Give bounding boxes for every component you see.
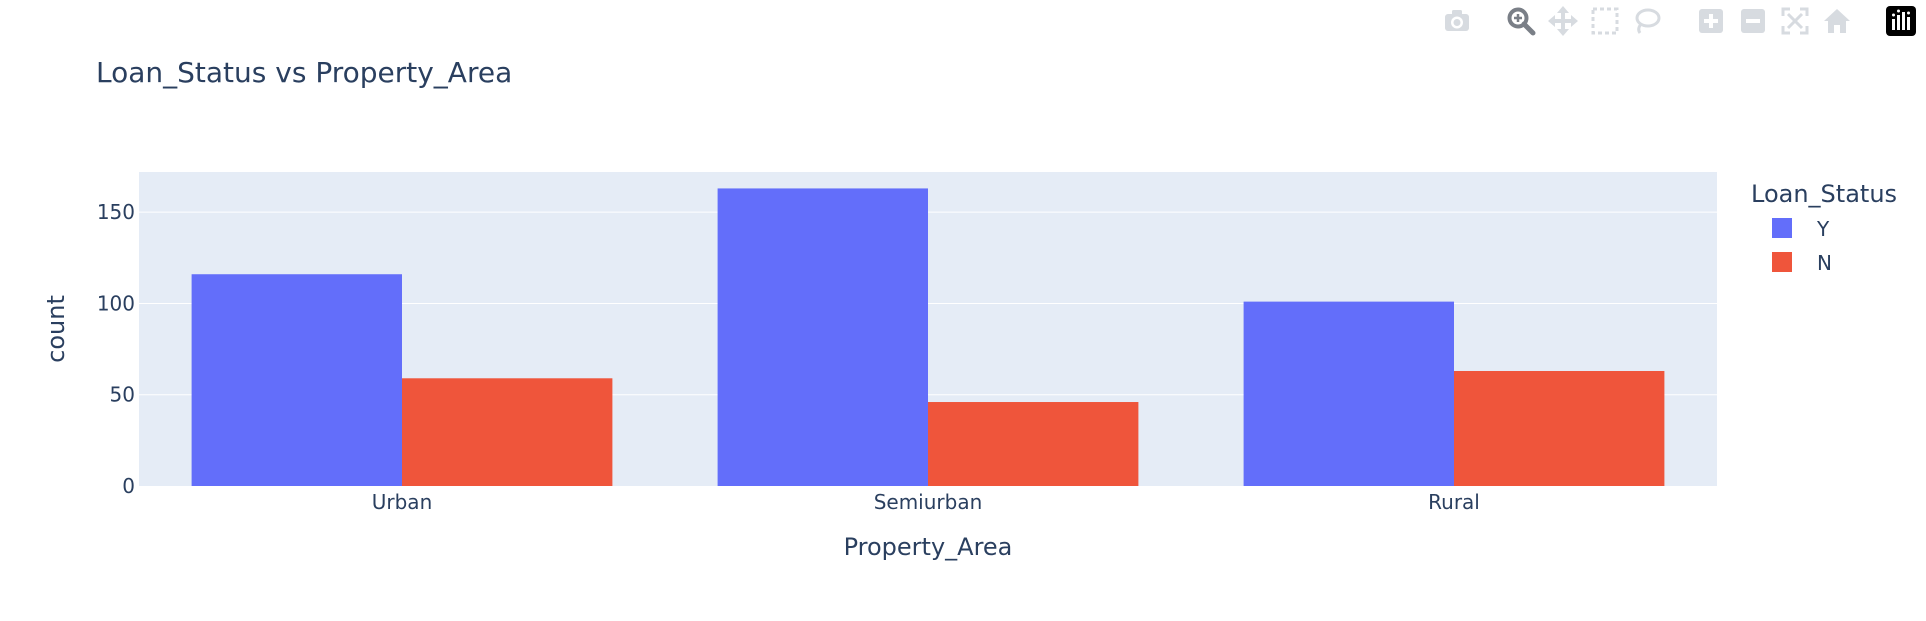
legend-label: N [1817,251,1832,275]
bars [191,188,1665,486]
bar-N-Rural[interactable] [1454,370,1665,486]
y-tick-labels: 0 50 100 150 [97,200,135,498]
x-tick-labels: Urban Semiurban Rural [372,490,1480,514]
legend-title: Loan_Status [1751,180,1897,208]
y-tick-label: 50 [110,383,135,407]
plotly-logo-icon[interactable] [1884,4,1918,38]
legend: Loan_Status YN [1751,180,1897,275]
zoom-out-icon[interactable] [1736,4,1770,38]
x-axis-title: Property_Area [844,533,1013,561]
camera-icon[interactable] [1440,4,1474,38]
bar-N-Semiurban[interactable] [928,402,1139,486]
legend-swatch [1772,218,1792,238]
y-tick-label: 150 [97,200,135,224]
zoom-in-icon[interactable] [1694,4,1728,38]
legend-items[interactable]: YN [1772,217,1832,275]
x-tick-label: Urban [372,490,433,514]
legend-swatch [1772,252,1792,272]
autoscale-icon[interactable] [1778,4,1812,38]
modebar [1432,4,1926,38]
box-select-icon[interactable] [1588,4,1622,38]
zoom-icon[interactable] [1504,4,1538,38]
bar-Y-Urban[interactable] [191,274,402,486]
modebar-group-zoom [1686,4,1854,38]
x-tick-label: Semiurban [874,490,983,514]
legend-label: Y [1816,217,1830,241]
legend-item-Y[interactable]: Y [1772,217,1830,241]
modebar-group-logo [1876,4,1918,38]
y-axis-title: count [42,295,70,363]
x-tick-label: Rural [1428,490,1480,514]
modebar-group-drag [1496,4,1664,38]
pan-icon[interactable] [1546,4,1580,38]
y-tick-label: 0 [122,474,135,498]
chart-title: Loan_Status vs Property_Area [96,56,512,89]
bar-N-Urban[interactable] [402,378,613,486]
lasso-select-icon[interactable] [1630,4,1664,38]
bar-Y-Rural[interactable] [1243,301,1454,486]
bar-Y-Semiurban[interactable] [717,188,928,486]
reset-axes-icon[interactable] [1820,4,1854,38]
legend-item-N[interactable]: N [1772,251,1832,275]
modebar-group-export [1432,4,1474,38]
y-tick-label: 100 [97,291,135,315]
